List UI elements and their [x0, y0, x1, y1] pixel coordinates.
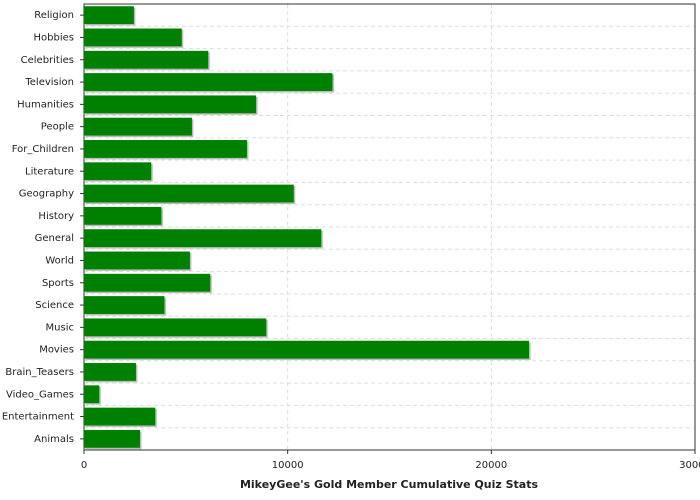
bar [84, 184, 294, 203]
y-tick-label: For_Children [12, 144, 74, 155]
y-tick-label: History [38, 211, 74, 222]
x-tick-label: 30000 [679, 460, 700, 471]
bar [84, 95, 257, 114]
y-tick-label: Video_Games [6, 389, 74, 400]
bar [84, 385, 100, 404]
bar [84, 140, 247, 158]
bar [84, 206, 162, 225]
plot-frame [83, 3, 696, 451]
bar [84, 50, 209, 69]
bar [84, 162, 152, 181]
y-tick-label: Geography [19, 189, 74, 200]
bar [84, 296, 165, 314]
bar [84, 318, 267, 337]
bar [84, 73, 333, 91]
y-tick-label: Music [46, 322, 74, 333]
y-tick-label: Literature [25, 166, 74, 177]
y-tick-label: Sports [42, 278, 74, 289]
bar [84, 117, 192, 136]
x-tick-label: 0 [81, 460, 87, 471]
y-tick-label: Hobbies [34, 32, 74, 43]
bar [84, 6, 134, 25]
y-tick-label: Religion [34, 10, 74, 21]
y-tick-label: Humanities [17, 99, 74, 110]
y-tick-label: World [45, 255, 74, 266]
y-tick-label: Entertainment [2, 412, 74, 423]
x-tick-label: 20000 [475, 460, 507, 471]
bar [84, 251, 190, 270]
x-axis-title: MikeyGee's Gold Member Cumulative Quiz S… [240, 478, 539, 491]
y-tick-label: General [35, 233, 74, 244]
y-tick-label: Science [35, 300, 74, 311]
bar [84, 340, 530, 359]
bar [84, 229, 322, 248]
bar [84, 407, 156, 426]
y-tick-label: Celebrities [21, 55, 74, 66]
bar [84, 429, 141, 448]
y-tick-label: Brain_Teasers [5, 367, 74, 378]
x-tick-label: 10000 [272, 460, 304, 471]
bar [84, 363, 136, 381]
bar [84, 273, 211, 292]
bar [84, 28, 182, 47]
y-tick-label: Animals [34, 434, 74, 445]
y-tick-label: People [41, 122, 74, 133]
y-tick-label: Movies [39, 345, 74, 356]
y-tick-label: Television [24, 77, 74, 88]
